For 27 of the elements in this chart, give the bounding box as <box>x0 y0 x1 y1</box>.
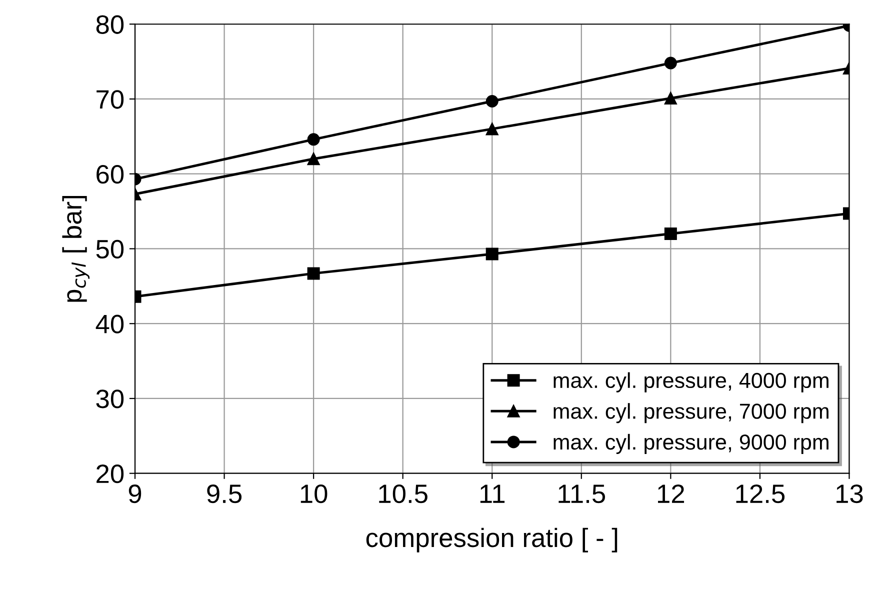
point <box>664 92 677 104</box>
y-tick-label: 30 <box>96 390 124 408</box>
y-tick-label: 40 <box>96 314 124 334</box>
y-axis-title: p$_{cyl}$ [ bar] <box>62 196 90 302</box>
x-tick-label: 10 <box>300 484 328 504</box>
point <box>664 56 677 70</box>
y-tick-label: 60 <box>96 165 124 184</box>
y-tick-label: 50 <box>96 240 124 259</box>
point <box>486 248 498 260</box>
x-axis-title: compression ratio [ - ] <box>366 528 618 552</box>
point <box>486 122 498 136</box>
point <box>664 228 677 240</box>
x-tick-label: 10.5 <box>379 484 428 504</box>
x-tick-label: 9.5 <box>207 484 242 504</box>
legend-label: max. cyl. pressure, 4000 rpm <box>554 372 828 392</box>
y-tick-label: 80 <box>96 15 124 34</box>
legend-label: max. cyl. pressure, 7000 rpm <box>554 403 828 424</box>
y-tick-label: 20 <box>96 464 124 484</box>
x-tick-label: 12 <box>658 484 684 503</box>
point <box>486 94 498 108</box>
x-tick-label: 11.5 <box>558 484 605 504</box>
x-tick-label: 9 <box>128 484 142 504</box>
x-tick-label: 12.5 <box>736 484 785 504</box>
x-tick-label: 11 <box>480 484 505 503</box>
y-tick-label: 70 <box>96 90 124 109</box>
x-tick-label: 13 <box>836 484 863 504</box>
legend-label: max. cyl. pressure, 9000 rpm <box>554 434 828 454</box>
